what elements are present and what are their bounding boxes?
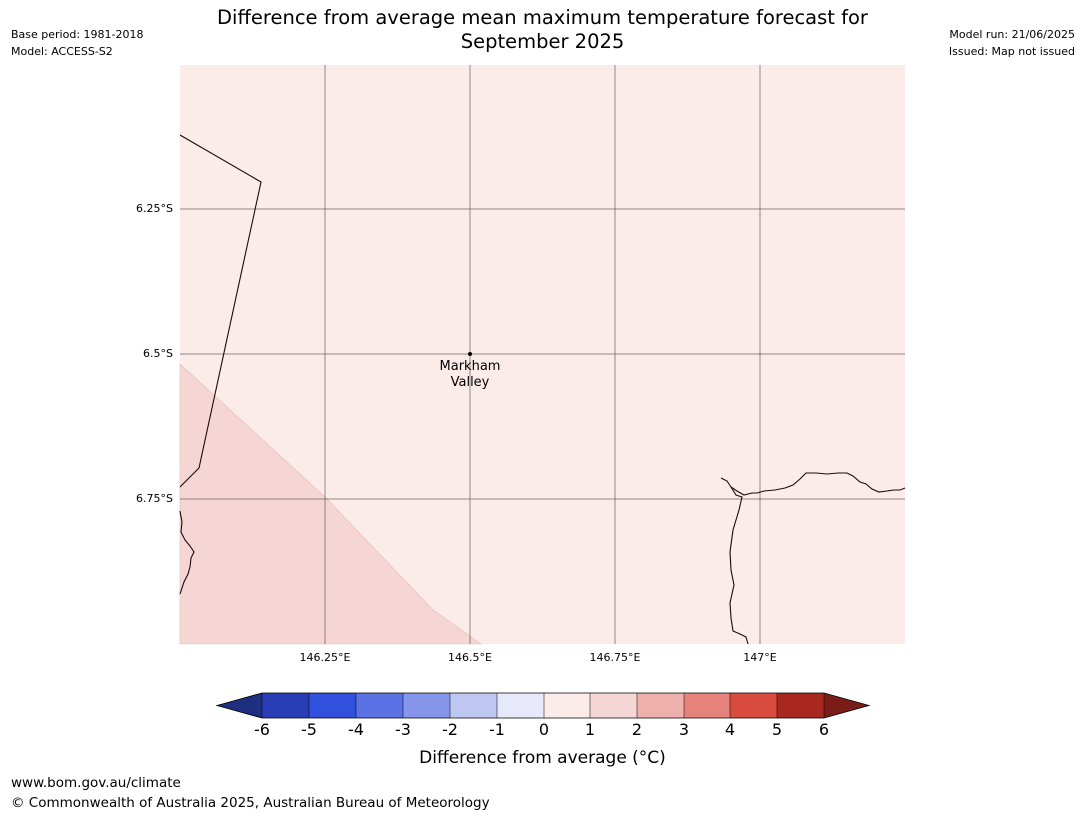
anomaly-zone-1-2 xyxy=(179,363,482,645)
place-name-line2: Valley xyxy=(450,375,490,390)
lat-label-6-25: 6.25°S xyxy=(136,202,173,215)
model-run-text: Model run: 21/06/2025 xyxy=(949,28,1075,41)
river-east xyxy=(729,486,749,645)
coastline-west xyxy=(179,510,195,595)
map-title-line2: September 2025 xyxy=(460,30,625,53)
colorbar-bin-m5-m4 xyxy=(309,693,356,718)
lon-label-146-25: 146.25°E xyxy=(299,651,351,664)
footer-url: www.bom.gov.au/climate xyxy=(11,775,181,791)
colorbar-dividers xyxy=(261,693,825,718)
lat-label-6-75: 6.75°S xyxy=(136,492,173,505)
place-label-markham-valley: Markham Valley xyxy=(420,359,520,391)
province-boundary xyxy=(179,134,262,488)
colorbar-tick: 3 xyxy=(678,720,690,739)
header-left-info: Base period: 1981-2018 Model: ACCESS-S2 xyxy=(11,26,143,60)
lat-label-6-5: 6.5°S xyxy=(143,347,173,360)
colorbar-tick: -3 xyxy=(395,720,411,739)
colorbar-tick: 1 xyxy=(584,720,596,739)
colorbar-bin-m6-m5 xyxy=(262,693,309,718)
issued-text: Issued: Map not issued xyxy=(948,45,1075,58)
colorbar-bin-m4-m3 xyxy=(356,693,403,718)
colorbar-bin-5-6 xyxy=(777,693,824,718)
colorbar-label: Difference from average (°C) xyxy=(419,748,666,768)
place-name-line1: Markham xyxy=(439,359,501,374)
colorbar-bin-3-4 xyxy=(684,693,730,718)
colorbar-tick: 5 xyxy=(771,720,783,739)
colorbar-bin-m3-m2 xyxy=(403,693,450,718)
colorbar-bin-2-3 xyxy=(637,693,684,718)
colorbar-tick: 0 xyxy=(538,720,550,739)
colorbar-tick: -1 xyxy=(489,720,505,739)
colorbar-extension-low xyxy=(217,693,262,718)
header-right-info: Model run: 21/06/2025 Issued: Map not is… xyxy=(949,26,1075,60)
colorbar-tick: 4 xyxy=(724,720,736,739)
colorbar xyxy=(215,692,871,719)
boundaries xyxy=(179,134,906,645)
colorbar-tick: -5 xyxy=(301,720,317,739)
colorbar-tick: 2 xyxy=(631,720,643,739)
footer-copyright: © Commonwealth of Australia 2025, Austra… xyxy=(11,795,490,811)
markham-valley-marker xyxy=(468,352,472,356)
base-period-text: Base period: 1981-2018 xyxy=(11,28,144,41)
colorbar-extension-high xyxy=(824,693,869,718)
coastline-east xyxy=(720,472,906,496)
colorbar-tick: -2 xyxy=(442,720,458,739)
colorbar-bin-1-2 xyxy=(590,693,637,718)
colorbar-tick: 6 xyxy=(818,720,830,739)
colorbar-bin-4-5 xyxy=(730,693,777,718)
colorbar-bin-m2-m1 xyxy=(450,693,497,718)
colorbar-tick: -4 xyxy=(348,720,364,739)
lon-label-146-75: 146.75°E xyxy=(589,651,641,664)
lon-label-146-5: 146.5°E xyxy=(448,651,492,664)
map-title-line1: Difference from average mean maximum tem… xyxy=(217,6,868,29)
colorbar-bin-m1-0 xyxy=(497,693,544,718)
colorbar-tick: -6 xyxy=(254,720,270,739)
lon-label-147: 147°E xyxy=(743,651,777,664)
model-text: Model: ACCESS-S2 xyxy=(11,45,113,58)
map-title: Difference from average mean maximum tem… xyxy=(180,6,905,54)
colorbar-bin-0-1 xyxy=(544,693,590,718)
